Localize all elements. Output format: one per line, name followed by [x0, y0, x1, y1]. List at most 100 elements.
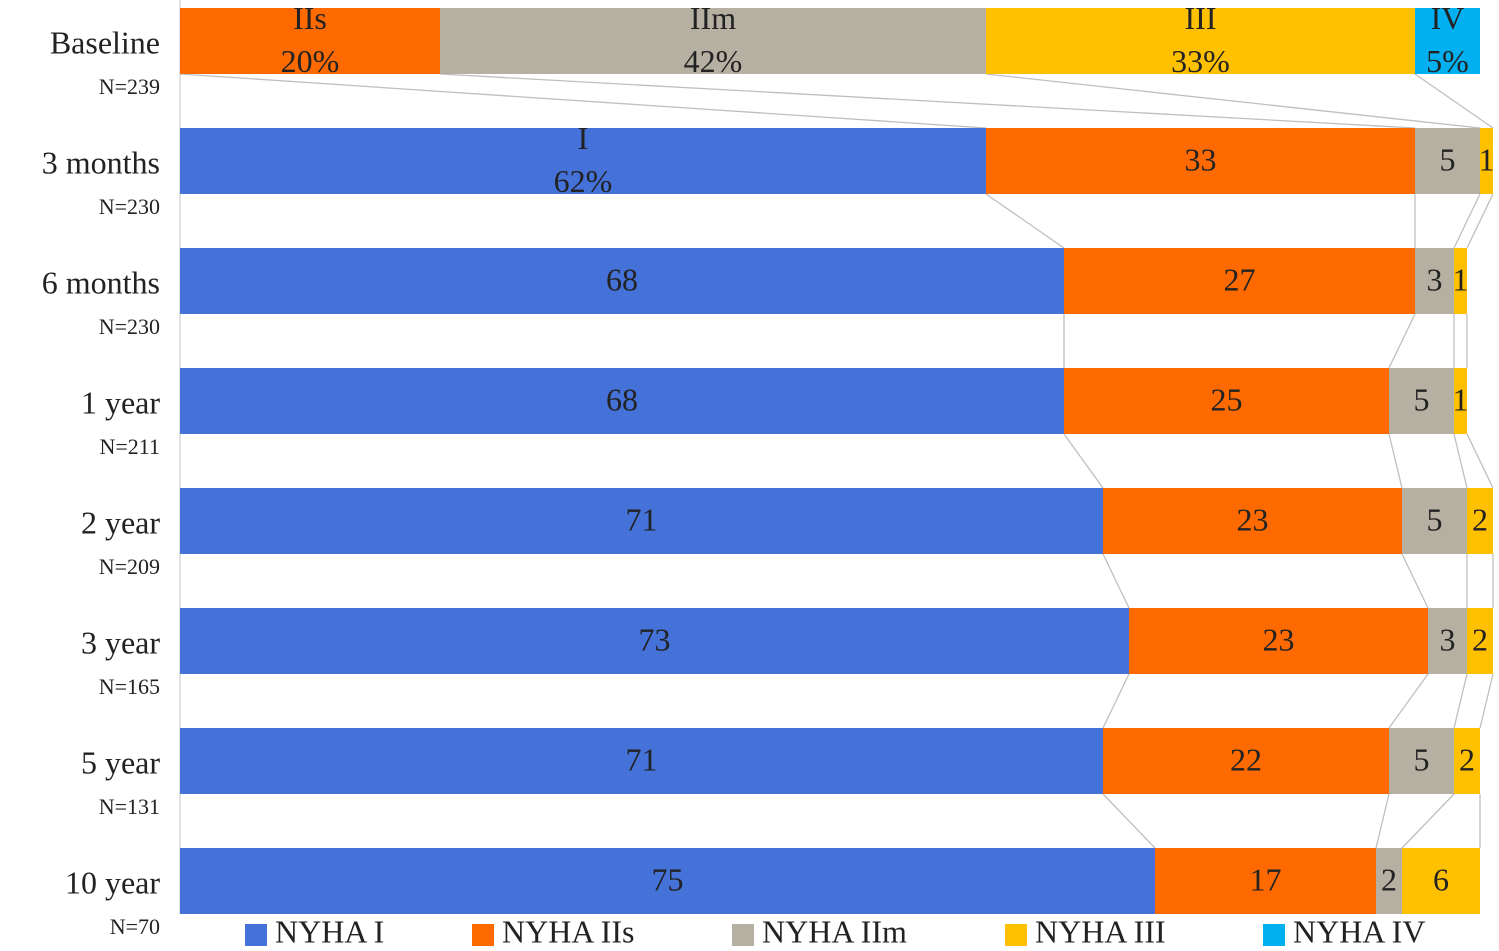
sample-size-label: N=70 — [110, 914, 160, 939]
bar-segment — [1454, 728, 1480, 794]
data-label: 33 — [1185, 141, 1217, 177]
data-label: III 33% — [1171, 0, 1230, 79]
connector-line — [1466, 193, 1494, 249]
legend-swatch — [472, 924, 494, 946]
bar-segment — [1480, 128, 1493, 194]
data-label: 68 — [606, 381, 638, 417]
legend-label: NYHA III — [1035, 913, 1166, 949]
data-label: 75 — [652, 861, 684, 897]
connector-line — [1453, 673, 1468, 729]
connector-line — [1453, 193, 1481, 249]
bar-segment — [1415, 248, 1454, 314]
data-label: 23 — [1263, 621, 1295, 657]
legend-swatch — [732, 924, 754, 946]
data-label: IIm 42% — [684, 0, 743, 79]
connector-line — [179, 73, 987, 129]
bar-segment — [1129, 608, 1428, 674]
sample-size-label: N=209 — [99, 554, 160, 579]
bar-segment — [1103, 728, 1389, 794]
connector-line — [985, 193, 1065, 249]
legend-label: NYHA IV — [1293, 913, 1425, 949]
connector-line — [1401, 553, 1429, 609]
category-label: 10 year — [65, 864, 160, 900]
data-label: 1 — [1453, 381, 1469, 417]
data-label: 1 — [1453, 261, 1469, 297]
data-label: 2 — [1381, 861, 1397, 897]
connector-line — [1453, 433, 1468, 489]
data-label: 1 — [1479, 141, 1495, 177]
connector-line — [1388, 313, 1416, 369]
connector-line — [1388, 433, 1403, 489]
connector-line — [1063, 433, 1104, 489]
data-label: 3 — [1427, 261, 1443, 297]
category-label: Baseline — [50, 24, 160, 60]
connector-line — [1102, 793, 1156, 849]
data-label: 22 — [1230, 741, 1262, 777]
bar-segment — [180, 8, 440, 74]
bar-segment — [1064, 248, 1415, 314]
connector-line — [1102, 553, 1130, 609]
bar-segment — [1415, 128, 1480, 194]
connector-line — [1466, 433, 1494, 489]
bar-segment — [1402, 848, 1480, 914]
bar-segment — [1389, 728, 1454, 794]
connector-line — [439, 73, 1416, 129]
connector-line — [1401, 793, 1455, 849]
connector-line — [1414, 73, 1494, 129]
bar-segment — [1454, 368, 1467, 434]
data-label: 25 — [1211, 381, 1243, 417]
bar-segment — [180, 128, 986, 194]
sample-size-label: N=239 — [99, 74, 160, 99]
bar-segment — [1376, 848, 1402, 914]
data-label: 2 — [1472, 501, 1488, 537]
connector-line — [1388, 673, 1429, 729]
bar-segment — [1389, 368, 1454, 434]
sample-size-label: N=165 — [99, 674, 160, 699]
data-label: 5 — [1414, 381, 1430, 417]
data-label: 73 — [639, 621, 671, 657]
data-label: 5 — [1427, 501, 1443, 537]
data-label: 6 — [1433, 861, 1449, 897]
category-label: 2 year — [81, 504, 160, 540]
legend-label: NYHA IIs — [502, 913, 634, 949]
sample-size-label: N=211 — [100, 434, 160, 459]
category-label: 5 year — [81, 744, 160, 780]
data-label: 3 — [1440, 621, 1456, 657]
category-label: 1 year — [81, 384, 160, 420]
bar-segment — [440, 8, 986, 74]
bar-segment — [180, 368, 1064, 434]
data-label: 2 — [1472, 621, 1488, 657]
data-label: 23 — [1237, 501, 1269, 537]
sample-size-label: N=131 — [99, 794, 160, 819]
data-label: 68 — [606, 261, 638, 297]
bar-segment — [1467, 608, 1493, 674]
legend-swatch — [1005, 924, 1027, 946]
bar-segment — [986, 8, 1415, 74]
data-label: IV 5% — [1426, 0, 1469, 79]
connector-line — [1375, 793, 1390, 849]
data-label: 5 — [1414, 741, 1430, 777]
bar-segment — [1103, 488, 1402, 554]
connector-line — [985, 73, 1481, 129]
legend-label: NYHA IIm — [762, 913, 907, 949]
bar-segment — [1467, 488, 1493, 554]
data-label: 17 — [1250, 861, 1282, 897]
bar-segment — [1064, 368, 1389, 434]
sample-size-label: N=230 — [99, 194, 160, 219]
bar-segment — [180, 248, 1064, 314]
connector-line — [1102, 673, 1130, 729]
bar-segment — [1415, 8, 1480, 74]
data-label: 71 — [626, 501, 658, 537]
category-label: 6 months — [42, 264, 160, 300]
category-label: 3 year — [81, 624, 160, 660]
data-label: IIs 20% — [281, 0, 340, 79]
bar-segment — [1402, 488, 1467, 554]
data-label: 71 — [626, 741, 658, 777]
legend-swatch — [1263, 924, 1285, 946]
data-label: 2 — [1459, 741, 1475, 777]
data-label: I 62% — [554, 120, 613, 199]
bar-segment — [180, 728, 1103, 794]
data-label: 5 — [1440, 141, 1456, 177]
sample-size-label: N=230 — [99, 314, 160, 339]
